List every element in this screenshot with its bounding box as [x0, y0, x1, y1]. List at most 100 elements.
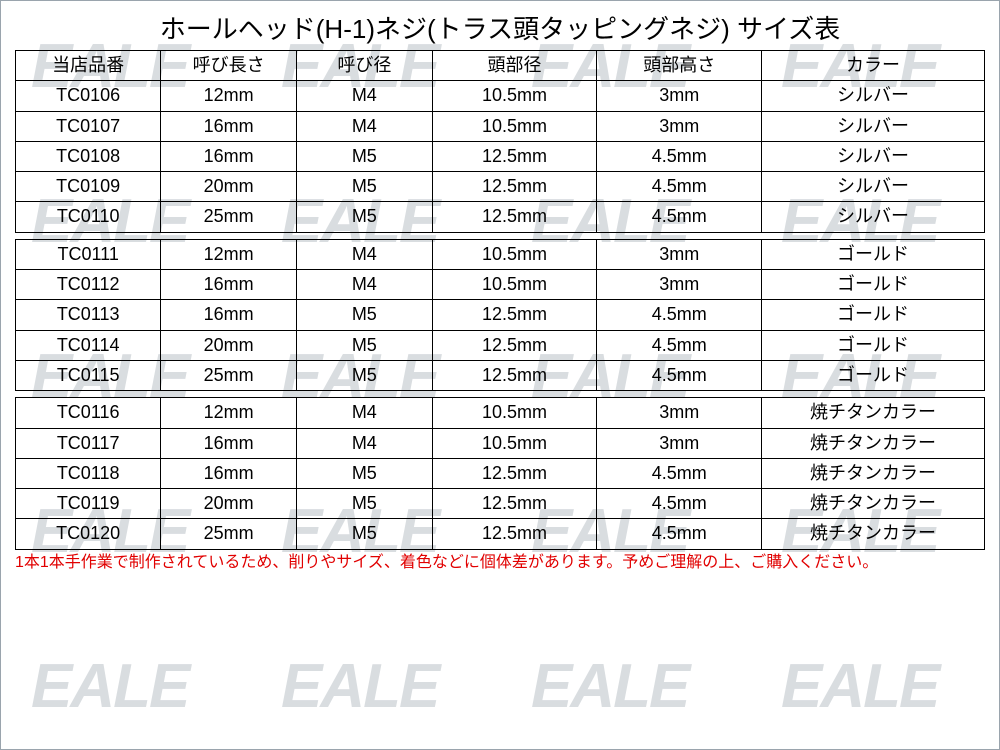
disclaimer-note: 1本1本手作業で制作されているため、削りやサイズ、着色などに個体差があります。予… [15, 552, 985, 574]
table-cell: TC0120 [16, 519, 161, 549]
table-cell: 20mm [161, 489, 297, 519]
content: ホールヘッド(H-1)ネジ(トラス頭タッピングネジ) サイズ表 当店品番 呼び長… [1, 1, 999, 574]
table-cell: 焼チタンカラー [762, 398, 985, 428]
table-cell: 4.5mm [597, 489, 762, 519]
table-cell: TC0119 [16, 489, 161, 519]
table-cell: 12mm [161, 81, 297, 111]
table-cell: M5 [297, 458, 433, 488]
table-cell: 3mm [597, 239, 762, 269]
table-cell: TC0106 [16, 81, 161, 111]
table-cell: M5 [297, 141, 433, 171]
watermark-text: EALE [531, 651, 688, 722]
table-cell: 12.5mm [432, 519, 597, 549]
table-cell: 12.5mm [432, 330, 597, 360]
table-cell: 16mm [161, 270, 297, 300]
table-cell: TC0112 [16, 270, 161, 300]
table-cell: ゴールド [762, 300, 985, 330]
table-cell: M4 [297, 398, 433, 428]
table-cell: 10.5mm [432, 270, 597, 300]
table-cell: M4 [297, 239, 433, 269]
group-gap [16, 391, 985, 398]
table-cell: 焼チタンカラー [762, 519, 985, 549]
table-cell: 4.5mm [597, 458, 762, 488]
table-cell: 4.5mm [597, 300, 762, 330]
table-cell: 12.5mm [432, 489, 597, 519]
table-cell: TC0107 [16, 111, 161, 141]
watermark-text: EALE [781, 651, 938, 722]
table-cell: 25mm [161, 202, 297, 232]
table-cell: 4.5mm [597, 360, 762, 390]
table-cell: 16mm [161, 300, 297, 330]
table-cell: シルバー [762, 111, 985, 141]
table-cell: 焼チタンカラー [762, 458, 985, 488]
table-cell: M5 [297, 330, 433, 360]
table-cell: 12.5mm [432, 300, 597, 330]
table-row: TC010716mmM410.5mm3mmシルバー [16, 111, 985, 141]
table-row: TC011920mmM512.5mm4.5mm焼チタンカラー [16, 489, 985, 519]
table-cell: TC0108 [16, 141, 161, 171]
table-cell: 12.5mm [432, 141, 597, 171]
group-gap [16, 232, 985, 239]
table-cell: ゴールド [762, 330, 985, 360]
col-header: 呼び径 [297, 51, 433, 81]
table-cell: TC0116 [16, 398, 161, 428]
table-cell: M5 [297, 300, 433, 330]
table-cell: 10.5mm [432, 428, 597, 458]
table-cell: 10.5mm [432, 81, 597, 111]
table-cell: 16mm [161, 458, 297, 488]
table-cell: TC0118 [16, 458, 161, 488]
col-header: 呼び長さ [161, 51, 297, 81]
col-header: 頭部径 [432, 51, 597, 81]
table-cell: 16mm [161, 428, 297, 458]
table-cell: TC0111 [16, 239, 161, 269]
table-row: TC011716mmM410.5mm3mm焼チタンカラー [16, 428, 985, 458]
col-header: カラー [762, 51, 985, 81]
table-cell: シルバー [762, 81, 985, 111]
table-cell: 焼チタンカラー [762, 489, 985, 519]
table-cell: M4 [297, 428, 433, 458]
size-table: 当店品番 呼び長さ 呼び径 頭部径 頭部高さ カラー TC010612mmM41… [15, 50, 985, 550]
table-cell: TC0114 [16, 330, 161, 360]
table-cell: 3mm [597, 270, 762, 300]
table-cell: M5 [297, 172, 433, 202]
table-row: TC010920mmM512.5mm4.5mmシルバー [16, 172, 985, 202]
table-row: TC011316mmM512.5mm4.5mmゴールド [16, 300, 985, 330]
table-cell: 20mm [161, 330, 297, 360]
page-title: ホールヘッド(H-1)ネジ(トラス頭タッピングネジ) サイズ表 [15, 9, 985, 46]
table-cell: ゴールド [762, 360, 985, 390]
col-header: 頭部高さ [597, 51, 762, 81]
table-cell: TC0113 [16, 300, 161, 330]
table-row: TC010816mmM512.5mm4.5mmシルバー [16, 141, 985, 171]
watermark-text: EALE [31, 651, 188, 722]
table-row: TC012025mmM512.5mm4.5mm焼チタンカラー [16, 519, 985, 549]
table-row: TC011025mmM512.5mm4.5mmシルバー [16, 202, 985, 232]
table-cell: 16mm [161, 141, 297, 171]
table-row: TC011816mmM512.5mm4.5mm焼チタンカラー [16, 458, 985, 488]
table-cell: 焼チタンカラー [762, 428, 985, 458]
table-cell: 10.5mm [432, 239, 597, 269]
table-cell: 3mm [597, 81, 762, 111]
table-cell: TC0115 [16, 360, 161, 390]
table-row: TC011112mmM410.5mm3mmゴールド [16, 239, 985, 269]
table-cell: 20mm [161, 172, 297, 202]
table-cell: 4.5mm [597, 202, 762, 232]
table-row: TC011420mmM512.5mm4.5mmゴールド [16, 330, 985, 360]
table-cell: 4.5mm [597, 141, 762, 171]
table-cell: M4 [297, 111, 433, 141]
table-cell: ゴールド [762, 239, 985, 269]
col-header: 当店品番 [16, 51, 161, 81]
table-cell: 12.5mm [432, 202, 597, 232]
table-cell: シルバー [762, 172, 985, 202]
table-cell: 10.5mm [432, 111, 597, 141]
table-cell: 12mm [161, 398, 297, 428]
table-cell: 12.5mm [432, 172, 597, 202]
table-cell: シルバー [762, 141, 985, 171]
table-row: TC011216mmM410.5mm3mmゴールド [16, 270, 985, 300]
table-cell: TC0109 [16, 172, 161, 202]
table-cell: 3mm [597, 398, 762, 428]
table-cell: 3mm [597, 428, 762, 458]
table-cell: 12.5mm [432, 458, 597, 488]
table-cell: ゴールド [762, 270, 985, 300]
header-row: 当店品番 呼び長さ 呼び径 頭部径 頭部高さ カラー [16, 51, 985, 81]
table-cell: 3mm [597, 111, 762, 141]
